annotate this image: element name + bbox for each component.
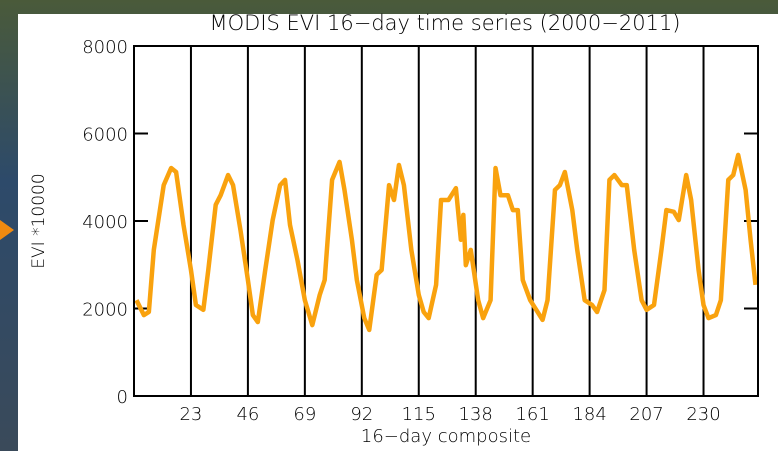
x-tick-label: 69 bbox=[293, 404, 316, 425]
y-axis-label: EVI *10000 bbox=[29, 173, 49, 268]
x-tick-label: 230 bbox=[686, 404, 720, 425]
y-tick-label: 0 bbox=[117, 387, 128, 408]
x-tick-label: 23 bbox=[179, 404, 202, 425]
arrow bbox=[0, 220, 14, 240]
x-tick-label: 115 bbox=[402, 404, 436, 425]
x-tick-label: 138 bbox=[459, 404, 493, 425]
y-tick-label: 6000 bbox=[82, 125, 128, 146]
y-tick-label: 8000 bbox=[82, 37, 128, 58]
y-tick-label: 2000 bbox=[82, 300, 128, 321]
x-tick-label: 46 bbox=[236, 404, 259, 425]
x-tick-label: 92 bbox=[350, 404, 373, 425]
plot-panel bbox=[18, 14, 778, 451]
x-tick-label: 207 bbox=[629, 404, 663, 425]
plot-frame bbox=[133, 45, 759, 397]
x-tick-label: 184 bbox=[572, 404, 606, 425]
chart-title: MODIS EVI 16−day time series (2000−2011) bbox=[210, 11, 681, 35]
y-tick-label: 4000 bbox=[82, 212, 128, 233]
x-tick-label: 161 bbox=[515, 404, 549, 425]
x-axis-label: 16−day composite bbox=[361, 426, 531, 447]
series-line bbox=[134, 152, 758, 333]
